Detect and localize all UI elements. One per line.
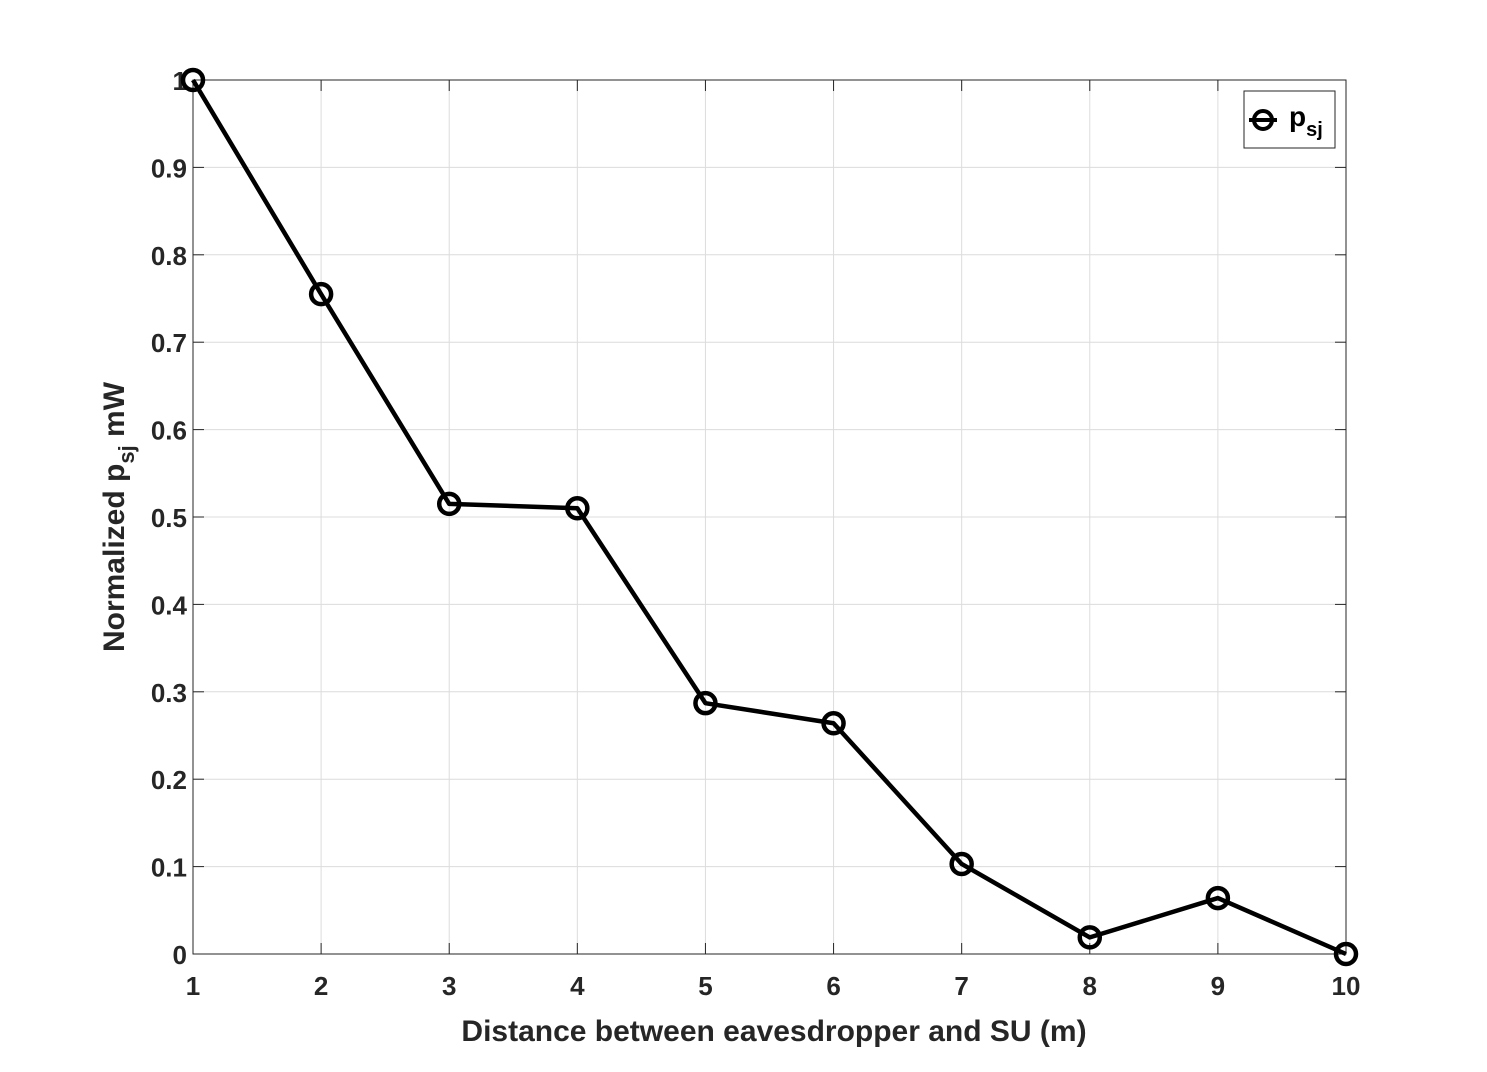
y-axis-label: Normalized psj mW — [98, 381, 139, 652]
data-point — [1077, 925, 1103, 950]
svg-text:psj: psj — [1289, 101, 1323, 141]
x-tick-label: 4 — [570, 971, 585, 1001]
x-tick-label: 10 — [1332, 971, 1361, 1001]
x-tick-labels: 1 2 3 4 5 6 7 8 9 10 — [186, 971, 1361, 1001]
x-tick-label: 9 — [1211, 971, 1225, 1001]
data-point — [565, 496, 590, 521]
y-axis-label-main: Normalized p — [98, 464, 131, 652]
x-axis-label: Distance between eavesdropper and SU (m) — [461, 1015, 1086, 1048]
y-tick-label: 0.7 — [151, 328, 187, 358]
data-point — [436, 491, 462, 517]
y-tick-label: 0.5 — [151, 503, 187, 533]
x-tick-label: 3 — [442, 971, 456, 1001]
data-point — [1333, 941, 1359, 967]
y-tick-labels: 00.10.20.30.40.50.60.70.80.91 — [151, 66, 188, 970]
series-line — [191, 78, 1347, 957]
data-point — [821, 711, 846, 736]
y-axis-label-unit: mW — [98, 381, 131, 445]
y-tick-label: 0 — [173, 940, 187, 970]
x-tick-label: 1 — [186, 971, 200, 1001]
data-point — [308, 281, 334, 307]
x-tick-label: 7 — [954, 971, 968, 1001]
x-tick-label: 2 — [314, 971, 328, 1001]
y-tick-label: 0.8 — [151, 241, 187, 271]
data-point — [180, 67, 206, 93]
y-tick-label: 0.6 — [151, 416, 187, 446]
y-tick-label: 0.2 — [151, 765, 187, 795]
series-group — [180, 67, 1359, 967]
data-point — [693, 690, 718, 716]
data-point — [949, 851, 974, 877]
x-tick-label: 5 — [698, 971, 712, 1001]
y-axis-label-subscript: sj — [114, 445, 139, 463]
legend-label-main: p — [1289, 101, 1306, 132]
plot-frame — [192, 79, 1347, 955]
svg-text:Normalized psj mW: Normalized psj mW — [98, 381, 139, 652]
legend-label-subscript: sj — [1306, 119, 1323, 141]
data-point — [1205, 885, 1231, 911]
y-tick-label: 0.4 — [151, 590, 188, 620]
x-tick-label: 6 — [826, 971, 840, 1001]
legend: psj — [1243, 90, 1336, 149]
x-tick-label: 8 — [1083, 971, 1097, 1001]
y-tick-label: 0.1 — [151, 853, 187, 883]
y-tick-label: 0.3 — [151, 678, 187, 708]
legend-marker-icon — [1252, 109, 1274, 131]
y-tick-label: 0.9 — [151, 153, 187, 183]
